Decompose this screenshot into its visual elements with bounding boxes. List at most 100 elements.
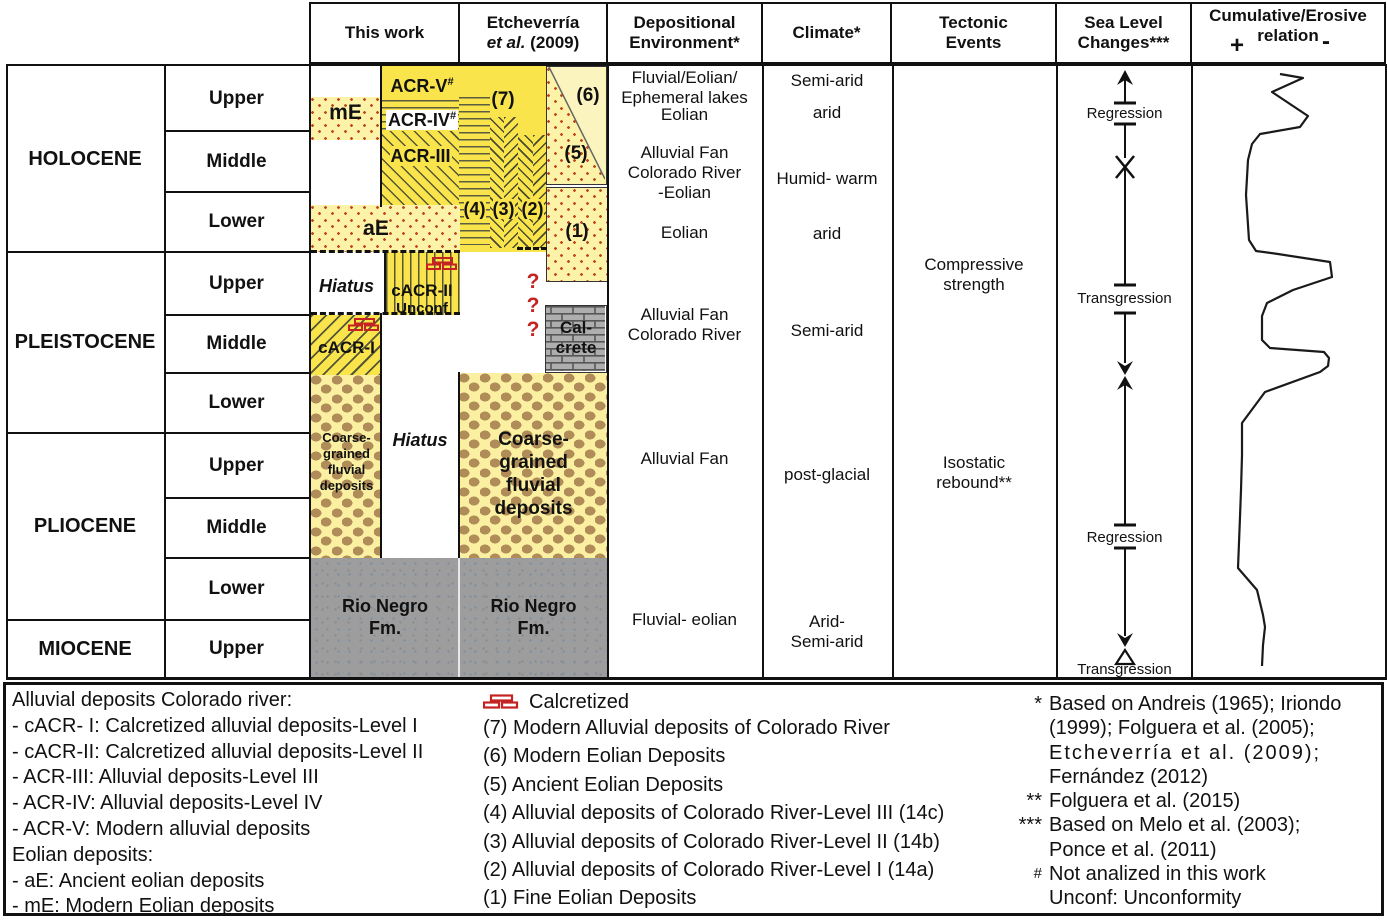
depenv-row-0: Fluvial/Eolian/ Ephemeral lakes xyxy=(621,68,748,107)
label-hiatus-1: Hiatus xyxy=(318,276,374,296)
period-pleistocene: PLEISTOCENE xyxy=(6,252,164,433)
legend-right-row-3: Fernández (2012) xyxy=(1049,765,1208,788)
sub-holocene-lower: Lower xyxy=(208,211,265,232)
legend-mid-block: Calcretized (7) Modern Alluvial deposits… xyxy=(483,690,1023,913)
grid-v-tectonic-right xyxy=(1056,64,1058,680)
unit-rio-negro-right xyxy=(459,558,608,678)
grid-sub-6 xyxy=(164,557,309,559)
climate-row-5: post-glacial xyxy=(784,465,870,484)
label-acr4-sup: # xyxy=(449,110,457,122)
grid-v-climate-right xyxy=(892,64,894,680)
legend-mid-line-4: (3) Alluvial deposits of Colorado River-… xyxy=(483,830,940,853)
sea-level-glyph xyxy=(1113,70,1137,666)
unit-2-chevron-left xyxy=(518,135,533,248)
label-n1: (1) xyxy=(565,221,589,242)
legend-left-line-0: Alluvial deposits Colorado river: xyxy=(12,689,293,711)
label-coarse-right: Coarse- grained fluvial deposits xyxy=(494,429,573,519)
header-etcheverria-line2: et al. (2009) xyxy=(460,33,606,53)
legend-mid-line-0: (7) Modern Alluvial deposits of Colorado… xyxy=(483,717,890,739)
climate-row-2: Humid- warm xyxy=(776,169,878,188)
climate-row-3: arid xyxy=(812,224,842,243)
calcrete-brick-pattern xyxy=(546,306,605,371)
period-holocene-label: HOLOCENE xyxy=(28,147,142,170)
label-unconf: Unconf xyxy=(396,300,448,317)
unit-6-diagonal xyxy=(548,67,605,180)
unit-coarse-left xyxy=(311,375,382,558)
label-calcrete: Cal- crete xyxy=(555,318,597,357)
unit-acr3-pattern xyxy=(381,131,460,207)
legend-left-line-3: - ACR-III: Alluvial deposits-Level III xyxy=(12,766,319,789)
legend-calcretized-row: Calcretized xyxy=(483,690,1023,714)
grid-v-depenv-right xyxy=(762,64,764,680)
label-mE: mE xyxy=(329,101,362,124)
climate-row-0: Semi-arid xyxy=(790,71,864,90)
legend-mid-line-1: (6) Modern Eolian Deposits xyxy=(483,745,726,768)
legend-mid-line-5: (2) Alluvial deposits of Colorado River-… xyxy=(483,859,935,882)
unit-3-chevron-right xyxy=(504,117,518,248)
unit-2-chevron-right xyxy=(533,135,547,248)
period-holocene: HOLOCENE xyxy=(6,66,164,252)
label-hiatus-2: Hiatus xyxy=(392,430,448,450)
depenv-row-4: Alluvial Fan Colorado River xyxy=(627,305,742,344)
header-etcheverria-etal: et al. xyxy=(486,33,526,52)
line-hiatus2-right xyxy=(458,372,460,558)
unit-mE xyxy=(311,97,380,140)
grid-plio-mio xyxy=(6,619,309,621)
calcretized-icon-cacr2 xyxy=(426,257,457,270)
label-acr5: ACR-V# xyxy=(390,76,454,96)
sea-label-transgression-bottom: Transgression xyxy=(1077,661,1172,678)
question-mark-3: ? xyxy=(526,318,540,341)
label-n3: (3) xyxy=(492,199,515,219)
grid-bottom xyxy=(6,677,1386,680)
legend-mid-line-3: (4) Alluvial deposits of Colorado River-… xyxy=(483,802,945,825)
tectonic-compressive: Compressive strength xyxy=(924,255,1024,294)
legend-left-line-7: - aE: Ancient eolian deposits xyxy=(12,869,265,892)
unit-coarse-right xyxy=(459,373,608,558)
header-sea-level-changes: Sea Level Changes*** xyxy=(1055,2,1192,64)
legend-right-row-5: *** Based on Melo et al. (2003); xyxy=(1018,814,1301,837)
sub-pleistocene-lower: Lower xyxy=(208,392,265,413)
unit-rio-negro-left xyxy=(311,558,459,678)
sea-label-regression-top: Regression xyxy=(1086,105,1163,122)
sea-label-transgression-mid: Transgression xyxy=(1077,290,1172,307)
period-miocene-label: MIOCENE xyxy=(38,637,132,660)
cumulative-minus-sign: - xyxy=(1322,28,1330,55)
header-tectonic-events: Tectonic Events xyxy=(890,2,1057,64)
header-etcheverria: Etcheverría et al. (2009) xyxy=(458,2,608,64)
legend-right-row-8: Unconf: Unconformity xyxy=(1049,887,1242,910)
label-coarse-left: Coarse- grained fluvial deposits xyxy=(319,430,374,493)
header-etcheverria-year: (2009) xyxy=(525,33,580,52)
grid-top xyxy=(6,64,1386,66)
unit-3-chevron-left xyxy=(490,117,504,248)
tectonic-isostatic: Isostatic rebound** xyxy=(936,453,1012,492)
climate-row-1: arid xyxy=(812,103,842,122)
sub-pliocene-middle: Middle xyxy=(206,517,267,538)
legend-left-line-4: - ACR-IV: Alluvial deposits-Level IV xyxy=(12,792,323,815)
header-climate-label: Climate* xyxy=(792,23,861,42)
grid-sub-3 xyxy=(164,314,309,316)
grid-sub-1 xyxy=(164,130,309,132)
sub-pleistocene-upper: Upper xyxy=(209,272,264,294)
label-n5: (5) xyxy=(564,143,588,164)
label-n4: (4) xyxy=(463,199,486,219)
depenv-row-3: Eolian xyxy=(660,223,709,242)
period-pliocene-label: PLIOCENE xyxy=(33,515,137,537)
unit-6-5-box xyxy=(546,66,607,185)
period-pliocene: PLIOCENE xyxy=(6,433,164,620)
grid-sub-5 xyxy=(164,497,309,499)
label-aE: aE xyxy=(363,217,389,240)
grid-v-subs xyxy=(309,64,311,680)
depenv-row-2: Alluvial Fan Colorado River -Eolian xyxy=(627,143,742,202)
climate-row-6: Arid- Semi-arid xyxy=(790,612,864,651)
sub-pliocene-upper: Upper xyxy=(209,454,264,476)
unit-4-pattern xyxy=(459,97,490,245)
question-mark-1: ? xyxy=(526,270,540,293)
legend-right-row-6: Ponce et al. (2011) xyxy=(1049,838,1217,861)
header-cumulative-erosive: Cumulative/Erosive relation xyxy=(1190,2,1386,64)
grid-pleist-plio xyxy=(6,432,309,434)
depenv-row-1: Eolian xyxy=(660,105,709,124)
line-thiswork-split-bottom xyxy=(380,313,382,558)
sub-holocene-middle: Middle xyxy=(206,150,267,172)
legend-left-line-2: - cACR-II: Calcretized alluvial deposits… xyxy=(12,740,424,763)
grid-v-right xyxy=(1385,64,1387,680)
